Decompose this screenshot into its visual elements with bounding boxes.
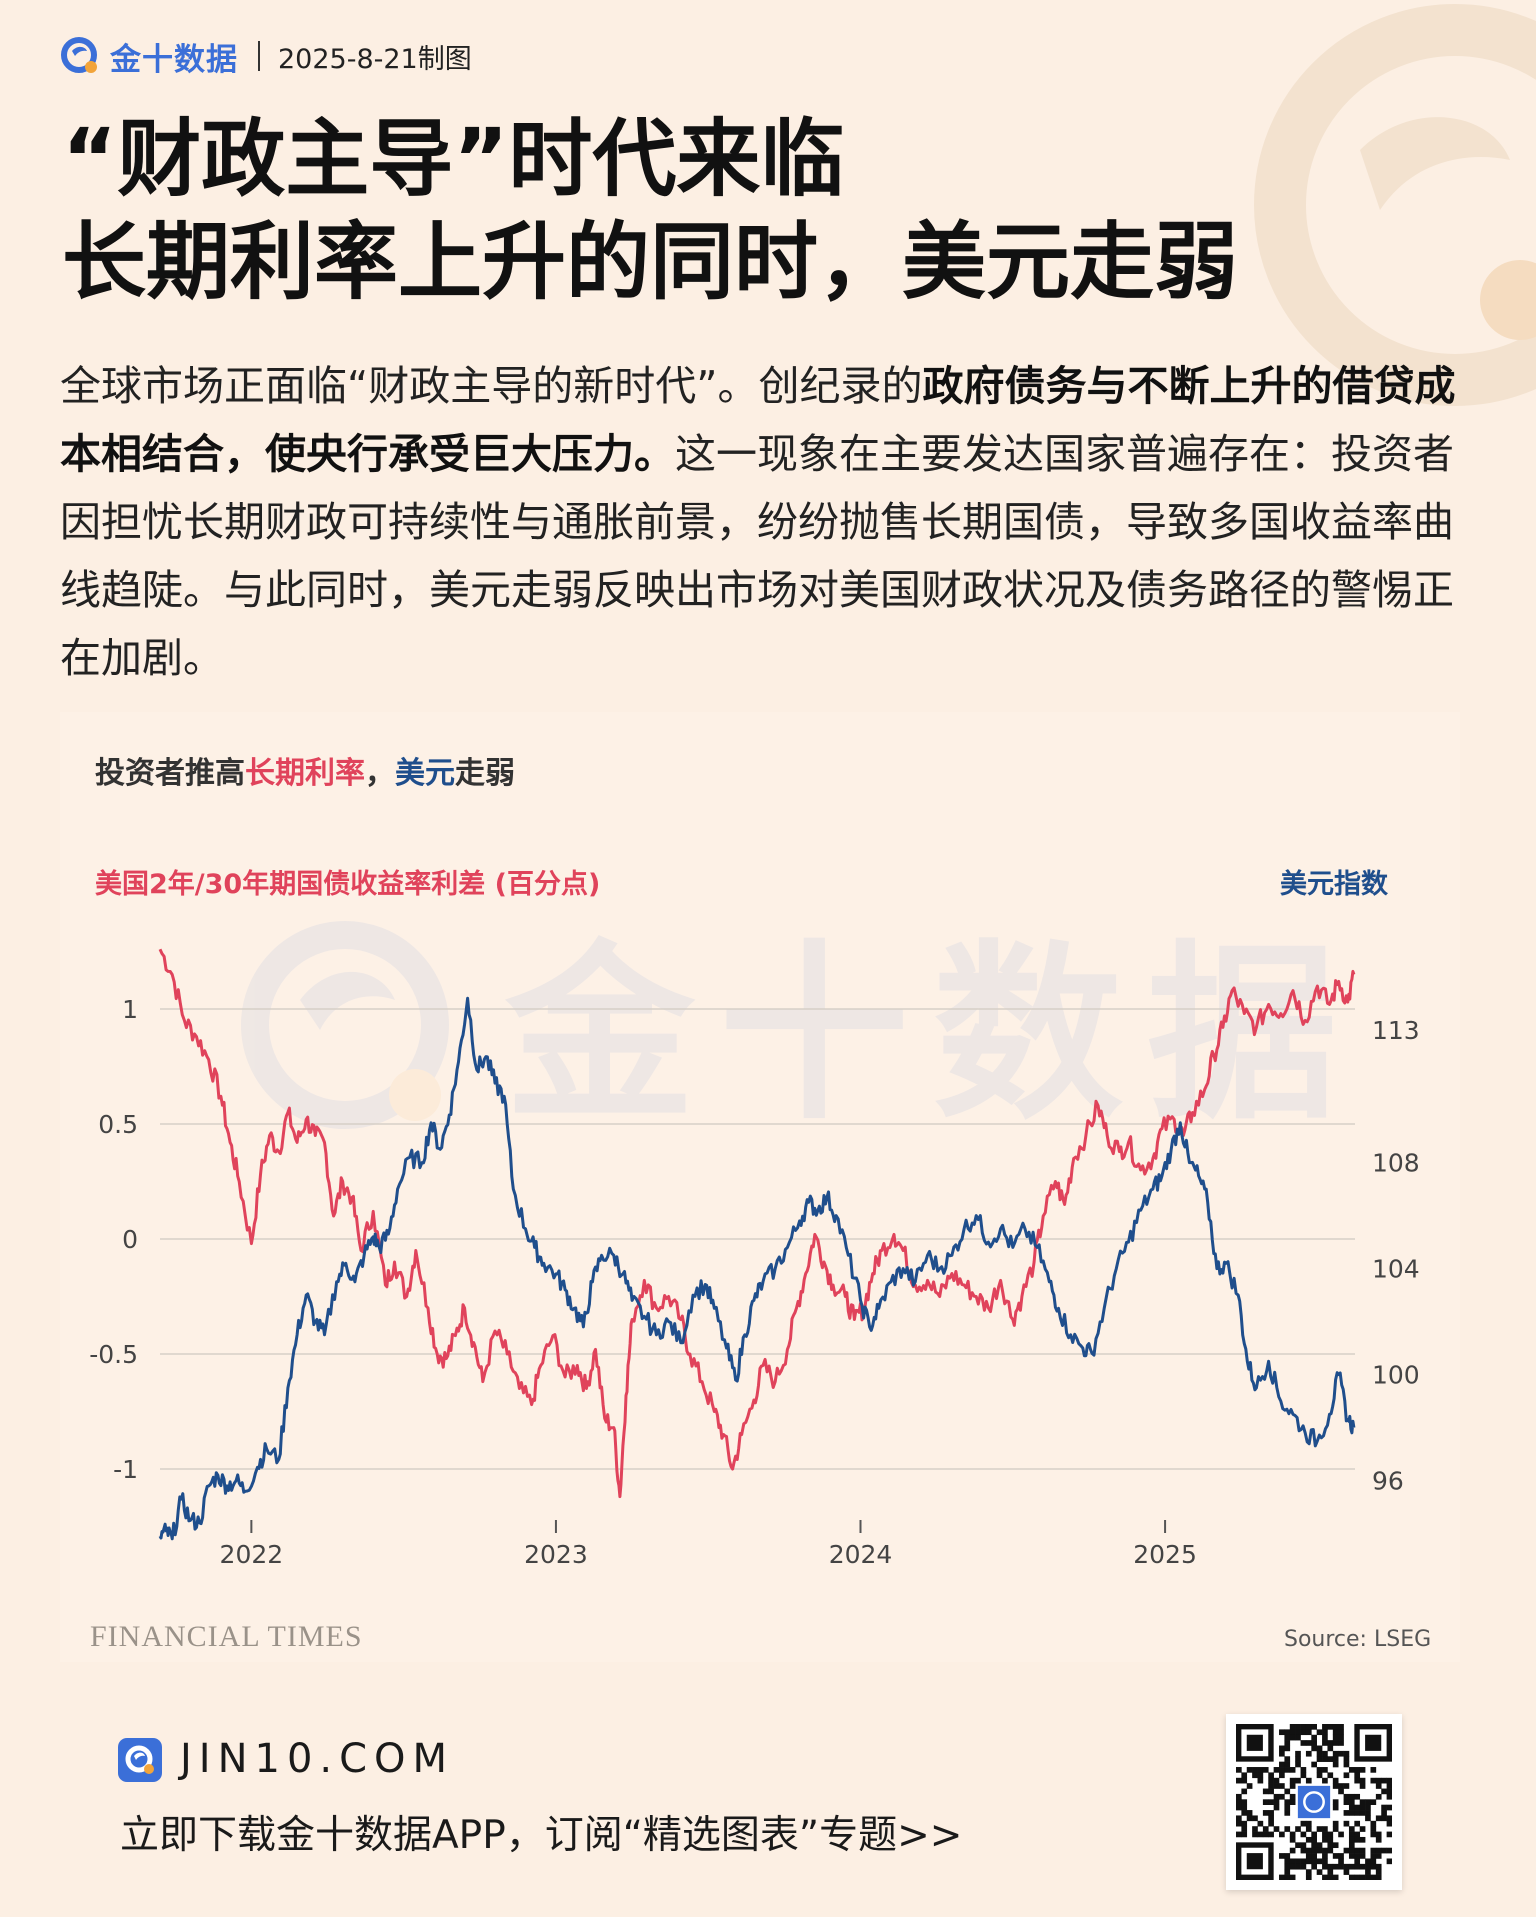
background-logo-watermark	[1254, 4, 1536, 406]
chart-watermark: 金十数据	[241, 921, 1361, 1145]
page-title: “财政主导”时代来临 长期利率上升的同时，美元走弱	[62, 108, 1238, 314]
footer-cta-link[interactable]: 立即下载金十数据APP，订阅“精选图表”专题>>	[120, 1813, 963, 1858]
left-y-tick-label: 0	[122, 1225, 138, 1254]
description-bold: 政府债务与不断上升的借贷成本相结合，使央行承受巨大压力。	[60, 362, 1456, 478]
jin10-logo-icon	[61, 37, 97, 73]
left-axis-title: 美国2年/30年期国债收益率利差 (百分点)	[95, 869, 601, 900]
chart-heading-red: 长期利率	[245, 756, 365, 791]
series-layer	[158, 948, 1356, 1541]
right-y-tick-label: 104	[1372, 1255, 1420, 1284]
right-y-axis: 113 108 104 100 96	[1372, 1016, 1420, 1495]
chart-heading-blue: 美元	[395, 756, 455, 791]
right-y-tick-label: 108	[1372, 1149, 1420, 1178]
right-y-tick-label: 113	[1372, 1016, 1420, 1045]
series-line-yield-spread	[158, 948, 1356, 1499]
left-y-tick-label: 0.5	[98, 1110, 138, 1139]
right-y-tick-label: 96	[1372, 1467, 1404, 1496]
left-y-tick-label: -1	[113, 1455, 138, 1484]
x-tick-label: 2023	[524, 1540, 588, 1569]
left-y-axis: 1 0.5 0 -0.5 -1	[89, 995, 138, 1484]
right-axis-title: 美元指数	[1280, 869, 1388, 900]
series-line-dollar-index	[158, 996, 1356, 1541]
right-y-tick-label: 100	[1372, 1361, 1420, 1390]
header-bar: 金十数据 2025-8-21制图	[58, 36, 472, 78]
title-line-2: 长期利率上升的同时，美元走弱	[62, 213, 1239, 311]
chart-date: 2025-8-21制图	[278, 43, 472, 75]
financial-times-logo: FINANCIAL TIMES	[90, 1620, 363, 1653]
title-line-1: “财政主导”时代来临	[62, 110, 845, 208]
description-paragraph: 全球市场正面临“财政主导的新时代”。创纪录的政府债务与不断上升的借贷成本相结合，…	[60, 352, 1470, 692]
x-axis: 2022 2023 2024 2025	[220, 1520, 1197, 1569]
footer-logo-icon	[118, 1738, 162, 1782]
brand-name: 金十数据	[110, 41, 238, 78]
header-divider	[258, 41, 260, 71]
description-part-2: 这一现象在主要发达国家普遍存在：投资者因担忧长期财政可持续性与通胀前景，纷纷抛售…	[60, 430, 1454, 682]
qr-code-pattern	[1236, 1724, 1392, 1880]
chart-card	[60, 712, 1460, 1662]
qr-code[interactable]	[1226, 1714, 1402, 1890]
chart-heading-comma: ，	[365, 756, 395, 791]
source-note: Source: LSEG	[1284, 1627, 1432, 1652]
x-tick-label: 2022	[220, 1540, 284, 1569]
footer-domain[interactable]: JIN10.COM	[180, 1736, 455, 1782]
chart-heading-prefix: 投资者推高	[95, 756, 245, 791]
x-tick-label: 2025	[1133, 1540, 1197, 1569]
left-y-tick-label: 1	[122, 995, 138, 1024]
left-y-tick-label: -0.5	[89, 1340, 138, 1369]
description-part-1: 全球市场正面临“财政主导的新时代”。创纪录的	[60, 362, 923, 410]
chart-heading: 投资者推高长期利率，美元走弱	[95, 748, 515, 792]
x-tick-label: 2024	[829, 1540, 893, 1569]
svg-text:金十数据: 金十数据	[504, 924, 1361, 1145]
chart-heading-suffix: 走弱	[455, 756, 515, 791]
